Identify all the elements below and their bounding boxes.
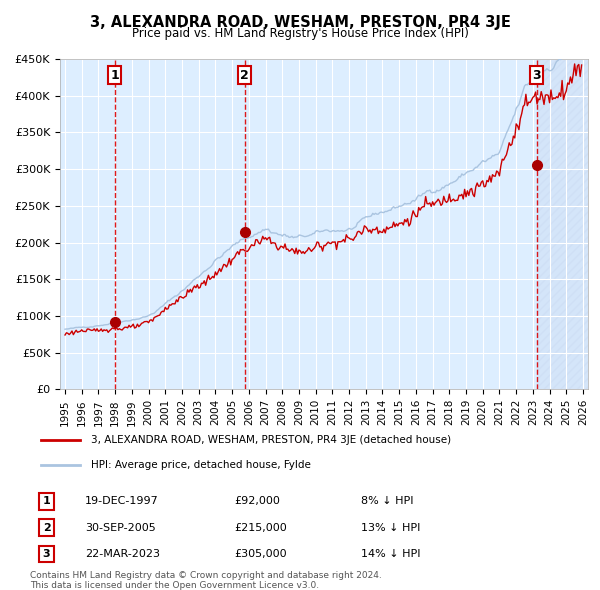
Bar: [536, 59, 592, 389]
Text: 22-MAR-2023: 22-MAR-2023: [85, 549, 160, 559]
Text: 3: 3: [532, 69, 541, 82]
Text: 19-DEC-1997: 19-DEC-1997: [85, 496, 159, 506]
Text: Contains HM Land Registry data © Crown copyright and database right 2024.
This d: Contains HM Land Registry data © Crown c…: [30, 571, 382, 590]
Text: 14% ↓ HPI: 14% ↓ HPI: [361, 549, 421, 559]
Text: 1: 1: [43, 496, 50, 506]
Text: 3, ALEXANDRA ROAD, WESHAM, PRESTON, PR4 3JE: 3, ALEXANDRA ROAD, WESHAM, PRESTON, PR4 …: [89, 15, 511, 30]
Text: £215,000: £215,000: [234, 523, 287, 533]
Text: £92,000: £92,000: [234, 496, 280, 506]
Text: 2: 2: [240, 69, 249, 82]
Text: 2: 2: [43, 523, 50, 533]
Text: 8% ↓ HPI: 8% ↓ HPI: [361, 496, 414, 506]
Text: 13% ↓ HPI: 13% ↓ HPI: [361, 523, 421, 533]
Text: Price paid vs. HM Land Registry's House Price Index (HPI): Price paid vs. HM Land Registry's House …: [131, 27, 469, 40]
Text: 3, ALEXANDRA ROAD, WESHAM, PRESTON, PR4 3JE (detached house): 3, ALEXANDRA ROAD, WESHAM, PRESTON, PR4 …: [91, 435, 451, 445]
Text: 1: 1: [110, 69, 119, 82]
Text: 30-SEP-2005: 30-SEP-2005: [85, 523, 156, 533]
Text: 3: 3: [43, 549, 50, 559]
Text: HPI: Average price, detached house, Fylde: HPI: Average price, detached house, Fyld…: [91, 460, 311, 470]
Text: £305,000: £305,000: [234, 549, 287, 559]
